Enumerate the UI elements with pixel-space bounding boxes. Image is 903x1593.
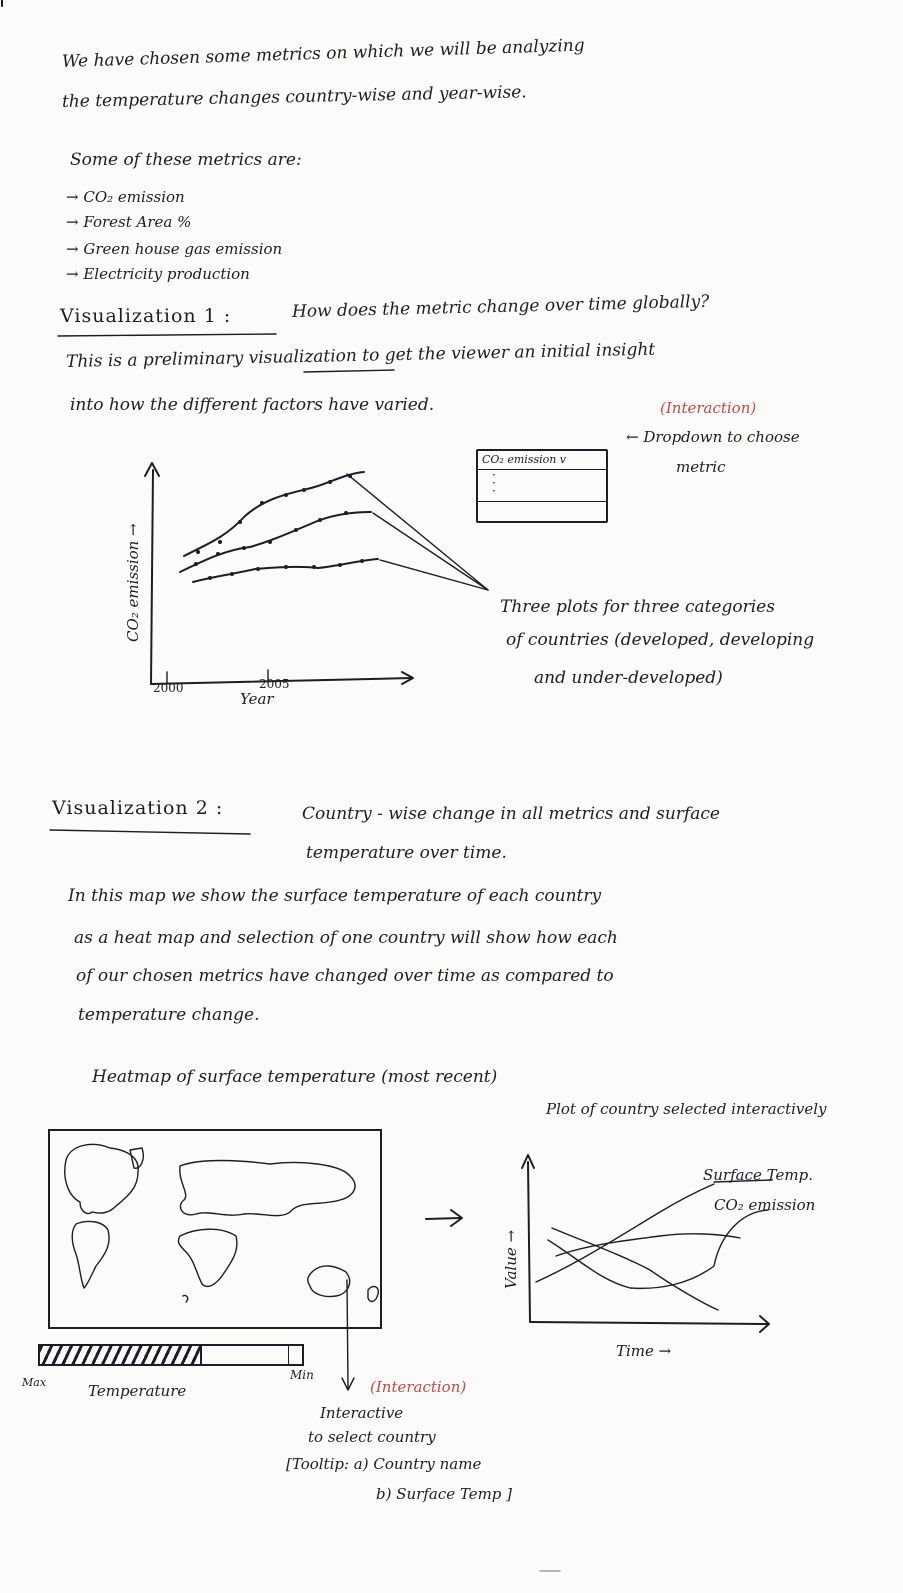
plot-legend-co2: CO₂ emission [714, 1196, 816, 1214]
country-select-pointer [346, 1279, 349, 1389]
map-to-plot-arrow [425, 1217, 461, 1220]
metric-line [551, 1227, 719, 1311]
arrow-icon: → [66, 213, 79, 231]
pointer-line [372, 512, 489, 591]
series-line-developed [183, 471, 365, 557]
plots-note-line-1: Three plots for three categories [500, 597, 775, 617]
scale-divider [200, 1346, 202, 1364]
arrow-icon: → [66, 265, 79, 283]
vis2-title-underline [49, 829, 251, 835]
world-map-sketch [64, 1143, 380, 1303]
australia-shape [307, 1265, 351, 1298]
scale-temperature-label: Temperature [88, 1382, 187, 1400]
co2-emission-line [547, 1209, 769, 1290]
series-line-developing [179, 511, 372, 573]
metric-item: → Green house gas emission [66, 240, 283, 258]
plot-x-axis-arrow [759, 1315, 770, 1333]
plot-x-axis-label: Time → [616, 1342, 672, 1360]
vis1-title: Visualization 1 : [60, 305, 232, 327]
vis1-title-underline [57, 333, 277, 337]
vis2-subtitle-line-1: Country - wise change in all metrics and… [302, 804, 720, 824]
vis1-chart [144, 462, 489, 685]
world-heatmap[interactable] [48, 1129, 382, 1329]
plot-x-axis [529, 1321, 769, 1325]
south-america-shape [71, 1220, 110, 1289]
tooltip-note-line-1: [Tooltip: a) Country name [286, 1455, 482, 1473]
legend-pointer [713, 1179, 773, 1183]
vis2-interaction-note: (Interaction) [370, 1378, 467, 1396]
metric-line [555, 1233, 741, 1257]
vis1-x-axis [150, 677, 413, 685]
heatmap-title: Heatmap of surface temperature (most rec… [92, 1067, 498, 1087]
series-line-underdeveloped [192, 558, 379, 583]
scale-max-label: Max [22, 1376, 47, 1389]
eurasia-shape [179, 1159, 356, 1217]
vis2-para-line-3: of our chosen metrics have changed over … [76, 966, 614, 986]
island-mark [182, 1294, 189, 1303]
vis1-x-axis-label: Year [240, 690, 274, 708]
plot-y-axis-arrow [521, 1154, 535, 1169]
metric-item: → CO₂ emission [66, 188, 185, 206]
country-line-plot [521, 1154, 773, 1333]
map-to-plot-arrowhead [450, 1209, 463, 1227]
country-plot-title: Plot of country selected interactively [546, 1100, 827, 1118]
vis1-y-axis [150, 469, 154, 685]
select-note-line-1: Interactive [320, 1404, 404, 1422]
arrow-icon: → [66, 188, 79, 206]
select-note-line-2: to select country [308, 1428, 436, 1446]
pointer-line [346, 473, 489, 591]
plot-y-axis [527, 1161, 531, 1323]
africa-shape [177, 1228, 238, 1288]
north-america-shape [64, 1143, 139, 1215]
surface-temp-line [535, 1183, 715, 1283]
vis2-subtitle-line-2: temperature over time. [306, 843, 507, 863]
vis2-para-line-1: In this map we show the surface temperat… [68, 886, 602, 906]
plots-note-line-3: and under-developed) [534, 668, 723, 688]
metric-item: → Electricity production [66, 265, 250, 283]
dropdown-note-line-2: metric [676, 458, 726, 476]
plot-legend-surface-temp: Surface Temp. [703, 1166, 813, 1184]
metric-dropdown-selected[interactable]: CO₂ emission v [478, 451, 606, 470]
metric-item: → Forest Area % [66, 213, 192, 231]
greenland-shape [129, 1147, 144, 1169]
vis2-para-line-2: as a heat map and selection of one count… [74, 928, 618, 948]
arrow-icon: → [66, 240, 79, 258]
vis1-x-axis-arrow [401, 671, 414, 685]
vis1-y-axis-arrow [144, 462, 160, 477]
metrics-heading: Some of these metrics are: [70, 150, 302, 170]
dropdown-divider [478, 501, 606, 502]
preliminary-underline [303, 369, 395, 373]
metric-dropdown[interactable]: CO₂ emission v · · · [476, 449, 608, 523]
tooltip-note-line-2: b) Surface Temp ] [376, 1485, 513, 1503]
scale-end [288, 1346, 289, 1364]
plots-note-line-2: of countries (developed, developing [506, 630, 815, 650]
vis1-interaction-note: (Interaction) [660, 399, 757, 417]
ellipsis-icon: · · · [492, 468, 496, 498]
dropdown-note-line-1: ← Dropdown to choose [626, 428, 800, 446]
scale-min-label: Min [290, 1368, 314, 1382]
vis1-desc-line-2: into how the different factors have vari… [70, 395, 435, 415]
vis2-para-line-4: temperature change. [78, 1005, 260, 1025]
series-points [194, 474, 364, 580]
new-zealand-shape [367, 1285, 380, 1303]
temperature-scale-bar [38, 1344, 304, 1366]
vis2-title: Visualization 2 : [52, 797, 224, 819]
country-select-arrowhead [341, 1377, 355, 1391]
scale-hatch-fill [40, 1346, 200, 1364]
pointer-line [379, 559, 489, 591]
